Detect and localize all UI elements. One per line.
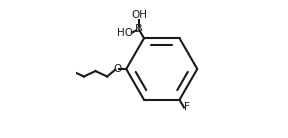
Text: B: B: [135, 24, 143, 34]
Text: F: F: [184, 102, 190, 112]
Text: HO: HO: [117, 28, 132, 38]
Text: O: O: [113, 64, 121, 74]
Text: OH: OH: [131, 10, 147, 20]
